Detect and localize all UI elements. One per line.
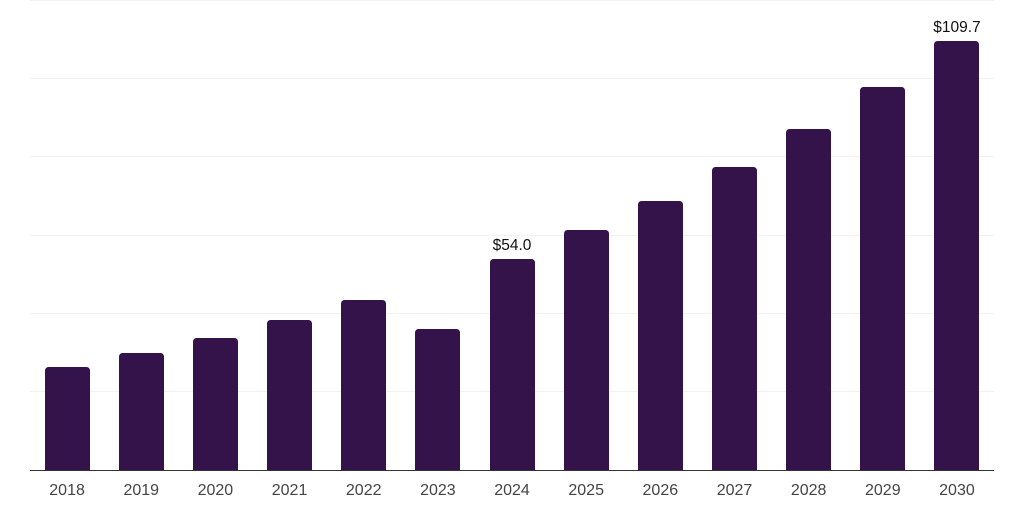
x-tick-2027: 2027	[716, 482, 753, 499]
gridline-60	[30, 234, 994, 236]
bar-2019	[118, 353, 164, 470]
bar-2022	[341, 300, 387, 470]
bar-slot-2025	[549, 1, 623, 470]
x-tick-2022: 2022	[345, 482, 382, 499]
bar-slot-2030: $109.7	[920, 1, 994, 470]
bar-slot-2023	[401, 1, 475, 470]
bar-slot-2024: $54.0	[475, 1, 549, 470]
bar-value-label-2030: $109.7	[933, 19, 981, 37]
bar-slot-2020	[178, 1, 252, 470]
x-tick-2023: 2023	[420, 482, 456, 499]
bar-slot-2019	[104, 1, 178, 470]
bar-slot-2021	[252, 1, 326, 470]
gridline-80	[30, 156, 994, 158]
x-tick-2028: 2028	[790, 482, 827, 499]
gridline-100	[30, 78, 994, 80]
plot-area: $54.0 $109.7	[30, 0, 994, 471]
x-tick-2020: 2020	[197, 482, 234, 499]
bar-slot-2028	[772, 1, 846, 470]
bar-2028	[786, 129, 832, 470]
x-tick-2019: 2019	[123, 482, 160, 499]
x-tick-2018: 2018	[49, 482, 85, 499]
bar-slot-2027	[697, 1, 771, 470]
gridline-120	[30, 0, 994, 1]
x-tick-2029: 2029	[865, 482, 901, 499]
x-axis-line	[30, 469, 994, 471]
bar-2025	[563, 230, 609, 470]
bar-2027	[711, 167, 757, 470]
x-tick-2021: 2021	[271, 482, 308, 499]
x-tick-2025: 2025	[568, 482, 604, 499]
bar-2020	[192, 338, 238, 470]
bar-2021	[267, 319, 313, 470]
bars-row: $54.0 $109.7	[30, 1, 994, 470]
bar-2023	[415, 328, 461, 470]
x-tick-2030: 2030	[939, 482, 975, 499]
x-tick-2026: 2026	[642, 482, 679, 499]
x-axis-labels: 2018 2019 2020 2021 2022 2023 2024 2025 2026 2027…	[30, 471, 994, 500]
bar-value-label-2024: $54.0	[492, 236, 532, 254]
bar-2018	[44, 366, 90, 470]
bar-2026	[637, 201, 683, 470]
bar-slot-2022	[327, 1, 401, 470]
bar-slot-2029	[846, 1, 920, 470]
bar-slot-2026	[623, 1, 697, 470]
bar-2024	[489, 258, 535, 470]
bar-2030	[934, 41, 980, 470]
bar-2029	[860, 87, 906, 470]
bar-slot-2018	[30, 1, 104, 470]
x-tick-2024: 2024	[494, 482, 530, 499]
